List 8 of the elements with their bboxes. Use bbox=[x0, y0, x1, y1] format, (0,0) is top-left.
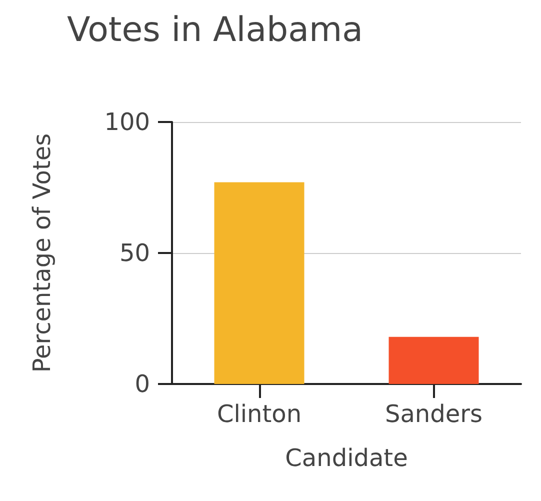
chart-title: Votes in Alabama bbox=[67, 10, 363, 50]
y-tick-label: 50 bbox=[119, 239, 150, 267]
x-tick-label: Sanders bbox=[384, 400, 483, 428]
y-tick-label: 100 bbox=[104, 108, 150, 136]
x-tick-label: Clinton bbox=[216, 400, 302, 428]
x-axis-title: Candidate bbox=[285, 444, 408, 472]
y-tick-label: 0 bbox=[134, 370, 150, 398]
y-axis-title: Percentage of Votes bbox=[28, 133, 56, 373]
